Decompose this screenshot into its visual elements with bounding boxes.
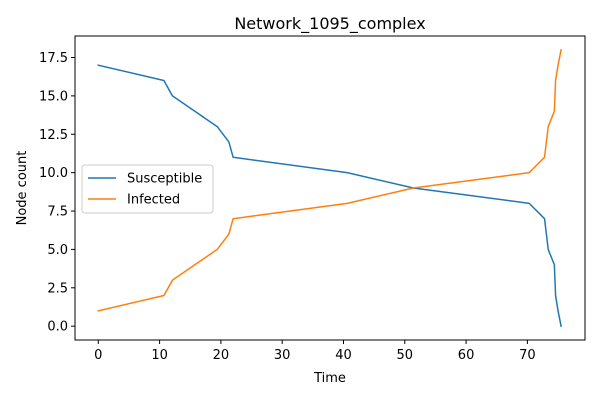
y-axis-label: Node count <box>15 151 30 226</box>
y-tick-label: 15.0 <box>39 89 68 104</box>
axes-layer: 0 10 20 30 40 50 60 70 0.0 2.5 5.0 7.5 10.0 12.5 15.0 1… <box>39 35 586 363</box>
series-line-infected <box>97 48 562 312</box>
legend: Susceptible Infected <box>81 164 214 214</box>
x-tick-label: 40 <box>335 348 352 363</box>
x-tick-label: 10 <box>151 348 168 363</box>
legend-label-infected: Infected <box>127 193 180 208</box>
y-tick-label: 17.5 <box>39 51 68 66</box>
x-axis-label: Time <box>313 371 346 386</box>
legend-label-susceptible: Susceptible <box>127 172 202 187</box>
chart-title: Network_1095_complex <box>234 14 425 34</box>
y-tick-label: 2.5 <box>47 281 68 296</box>
x-tick-label: 30 <box>274 348 291 363</box>
axes-frame <box>74 35 586 341</box>
y-tick-label: 10.0 <box>39 166 68 181</box>
y-tick-label: 12.5 <box>39 128 68 143</box>
series-layer <box>97 48 562 328</box>
x-tick-label: 70 <box>519 348 536 363</box>
x-tick-label: 60 <box>458 348 475 363</box>
y-tick-label: 5.0 <box>47 243 68 258</box>
legend-box <box>81 164 214 214</box>
x-tick-label: 20 <box>213 348 230 363</box>
x-tick-label: 50 <box>397 348 414 363</box>
x-tick-label: 0 <box>94 348 102 363</box>
y-tick-label: 7.5 <box>47 205 68 220</box>
y-tick-label: 0.0 <box>47 320 68 335</box>
